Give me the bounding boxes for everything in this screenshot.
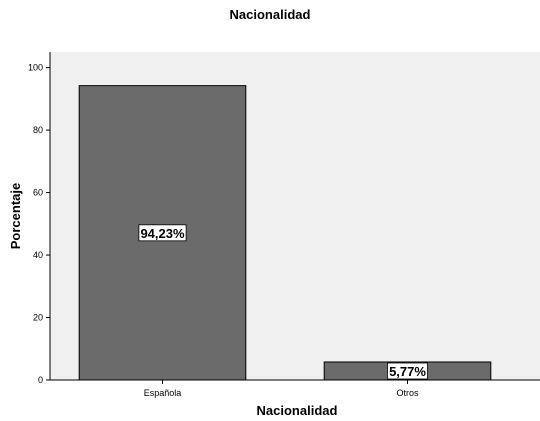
data-label: 94,23% [140,226,185,241]
data-label: 5,77% [389,364,426,379]
y-tick-label: 60 [33,188,43,198]
y-tick-label: 0 [38,375,43,385]
x-axis: Española Otros [50,379,540,398]
y-tick-label: 100 [28,63,43,73]
chart-title: Nacionalidad [230,7,311,22]
y-tick-label: 80 [33,125,43,135]
y-axis-label: Porcentaje [8,183,23,249]
x-tick-label: Otros [396,388,419,398]
x-tick-label: Española [144,388,182,398]
data-label-box [138,224,187,242]
y-tick-label: 40 [33,250,43,260]
bars-group: 94,23% 5,77% [78,85,492,381]
x-axis-label: Nacionalidad [257,403,338,418]
data-label-box [387,362,428,380]
y-tick-label: 20 [33,313,43,323]
y-axis: 0 20 40 60 80 100 [28,52,51,385]
